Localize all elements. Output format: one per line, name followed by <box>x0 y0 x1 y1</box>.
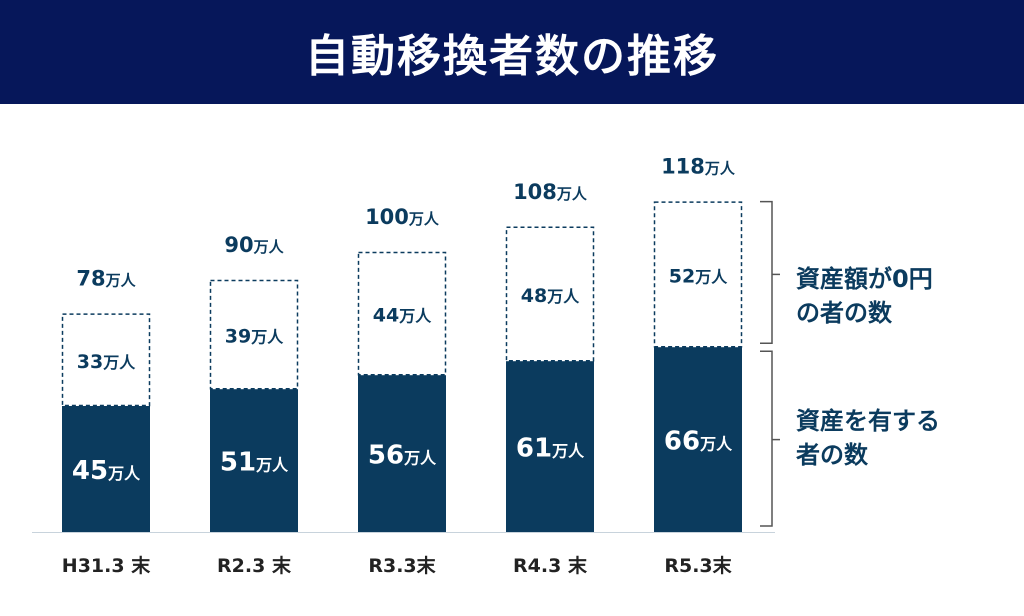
bar-zero-assets <box>209 279 299 390</box>
x-tick-label: R5.3末 <box>664 554 732 577</box>
chart-title: 自動移換者数の推移 <box>305 31 719 82</box>
data-label-total: 90万人 <box>224 233 284 257</box>
legend-with-assets-line1: 資産を有する <box>796 407 940 435</box>
legend-with-assets: 資産を有する 者の数 <box>796 404 940 472</box>
bar-zero-assets <box>653 201 743 348</box>
bar-with-assets <box>358 375 446 532</box>
legend-zero-assets: 資産額が0円 の者の数 <box>796 262 933 330</box>
data-label-total: 118万人 <box>661 155 736 179</box>
legend-zero-assets-line1: 資産額が0円 <box>796 265 933 293</box>
data-label-total: 78万人 <box>76 267 136 291</box>
bar-zero-assets <box>357 251 447 376</box>
x-tick-label: R3.3末 <box>368 554 436 577</box>
data-label-with-assets: 51万人 <box>220 448 289 478</box>
data-label-total: 108万人 <box>513 180 588 204</box>
x-tick-label: H31.3 末 <box>62 554 151 577</box>
legend-zero-assets-line2: の者の数 <box>796 299 892 327</box>
bar-with-assets <box>654 347 742 532</box>
data-label-total: 100万人 <box>365 205 440 229</box>
bar-with-assets <box>506 361 594 532</box>
data-label-with-assets: 61万人 <box>516 434 585 464</box>
data-label-zero-assets: 44万人 <box>373 305 432 327</box>
data-label-with-assets: 56万人 <box>368 441 437 471</box>
data-label-zero-assets: 39万人 <box>225 326 284 348</box>
x-tick-label: R4.3 末 <box>513 554 588 577</box>
x-tick-label: R2.3 末 <box>217 554 292 577</box>
data-label-zero-assets: 33万人 <box>77 351 136 373</box>
data-label-zero-assets: 48万人 <box>521 285 580 307</box>
data-label-with-assets: 45万人 <box>72 456 141 486</box>
bar-with-assets <box>210 389 298 532</box>
bar-zero-assets <box>61 313 151 407</box>
legend-bracket-with-assets <box>760 350 773 527</box>
legend-bracket-zero-assets <box>760 200 773 344</box>
title-banner: 自動移換者数の推移 <box>0 0 1024 104</box>
data-label-with-assets: 66万人 <box>664 427 733 457</box>
bar-zero-assets <box>505 226 595 362</box>
bar-with-assets <box>62 406 150 532</box>
legend-with-assets-line2: 者の数 <box>796 441 868 469</box>
data-label-zero-assets: 52万人 <box>669 265 728 287</box>
